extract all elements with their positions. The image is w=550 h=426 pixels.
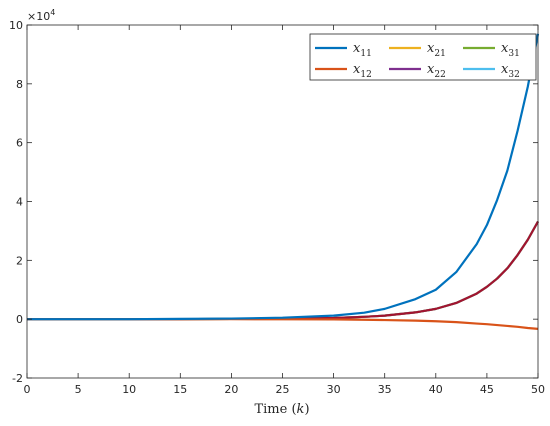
x-axis-title-var: k	[297, 402, 305, 417]
x-tick-label: 10	[122, 383, 136, 396]
y-tick-label: 10	[9, 19, 23, 32]
legend-label-x32: x32	[501, 62, 520, 80]
legend-label-x12: x12	[353, 62, 372, 80]
x-tick-label: 0	[24, 383, 31, 396]
x-tick-label: 35	[378, 383, 392, 396]
y-tick-label: 2	[16, 254, 23, 267]
x-tick-label: 30	[327, 383, 341, 396]
x-tick-label: 45	[480, 383, 494, 396]
y-tick-label: 0	[16, 313, 23, 326]
legend: x11 x21 x31 x12 x22 x32	[309, 33, 537, 81]
y-tick-label: 8	[16, 78, 23, 91]
x-tick-label: 20	[224, 383, 238, 396]
legend-label-x22: x22	[427, 62, 446, 80]
y-tick-label: 4	[16, 196, 23, 209]
legend-box	[309, 33, 537, 81]
x-axis-title: Time (k)	[254, 402, 309, 417]
series-layer	[27, 33, 540, 330]
x-tick-label: 50	[531, 383, 545, 396]
legend-label-x31: x31	[501, 41, 520, 59]
x-tick-label: 5	[75, 383, 82, 396]
y-tick-label: 6	[16, 137, 23, 150]
legend-label-x21: x21	[427, 41, 446, 59]
legend-label-x11: x11	[353, 41, 372, 59]
y-tick-label: -2	[12, 372, 23, 385]
y-multiplier: ×104	[27, 8, 55, 23]
x-tick-label: 40	[429, 383, 443, 396]
x-tick-label: 15	[173, 383, 187, 396]
series-line-x11	[27, 33, 540, 321]
x-tick-label: 25	[276, 383, 290, 396]
y-multiplier-exponent: 4	[50, 8, 55, 17]
